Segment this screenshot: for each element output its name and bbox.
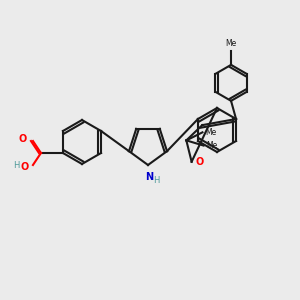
- Text: N: N: [145, 172, 153, 182]
- Text: O: O: [196, 157, 204, 167]
- Text: O: O: [21, 162, 29, 172]
- Text: Me: Me: [207, 141, 218, 150]
- Text: H: H: [13, 160, 19, 169]
- Text: Me: Me: [225, 39, 237, 48]
- Text: H: H: [153, 176, 159, 185]
- Text: Me: Me: [206, 128, 217, 137]
- Text: O: O: [19, 134, 27, 144]
